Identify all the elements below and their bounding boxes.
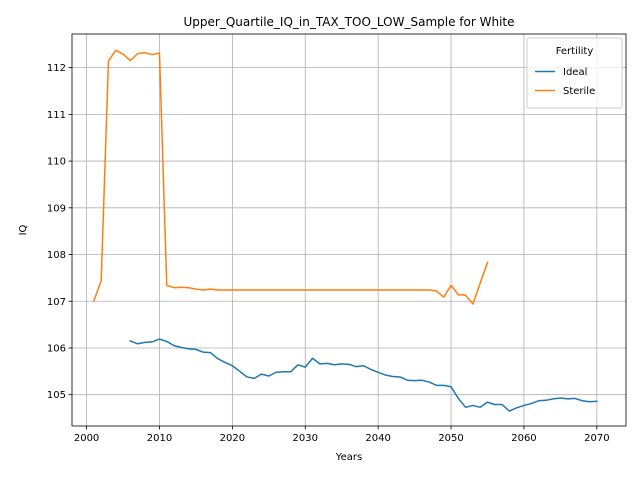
- y-tick-label: 112: [47, 63, 66, 74]
- y-tick-label: 108: [47, 250, 66, 261]
- y-tick-label: 109: [47, 203, 66, 214]
- x-tick-label: 2020: [220, 433, 245, 444]
- series-line-sterile: [92, 49, 489, 305]
- legend-title: Fertility: [556, 46, 594, 57]
- legend-label-ideal: Ideal: [563, 67, 587, 78]
- legend-items: Ideal Sterile: [535, 67, 595, 97]
- y-tick-label: 110: [47, 157, 66, 168]
- y-tick-label: 106: [47, 343, 66, 354]
- y-tick-label: 111: [47, 110, 66, 121]
- x-tick-label: 2070: [584, 433, 609, 444]
- chart-title: Upper_Quartile_IQ_in_TAX_TOO_LOW_Sample …: [184, 15, 515, 29]
- series-line-ideal: [129, 338, 598, 412]
- x-tick-label: 2000: [74, 433, 99, 444]
- x-tick-label: 2040: [365, 433, 390, 444]
- y-tick-label: 105: [47, 390, 66, 401]
- plot-area-frame: [71, 33, 627, 427]
- y-axis-label: IQ: [18, 224, 29, 235]
- x-tick-label: 2060: [511, 433, 536, 444]
- y-axis-ticks: 105 106 107 108 109 110 111 112: [47, 63, 72, 401]
- legend: Fertility Ideal Sterile: [526, 37, 623, 109]
- y-tick-label: 107: [47, 297, 66, 308]
- x-axis-label: Years: [335, 452, 362, 463]
- x-tick-label: 2030: [293, 433, 318, 444]
- x-tick-label: 2010: [147, 433, 172, 444]
- x-axis-ticks: 2000 2010 2020 2030 2040 2050 2060 2070: [74, 426, 610, 444]
- x-tick-label: 2050: [438, 433, 463, 444]
- legend-label-sterile: Sterile: [563, 86, 595, 97]
- plot-series: [92, 49, 598, 412]
